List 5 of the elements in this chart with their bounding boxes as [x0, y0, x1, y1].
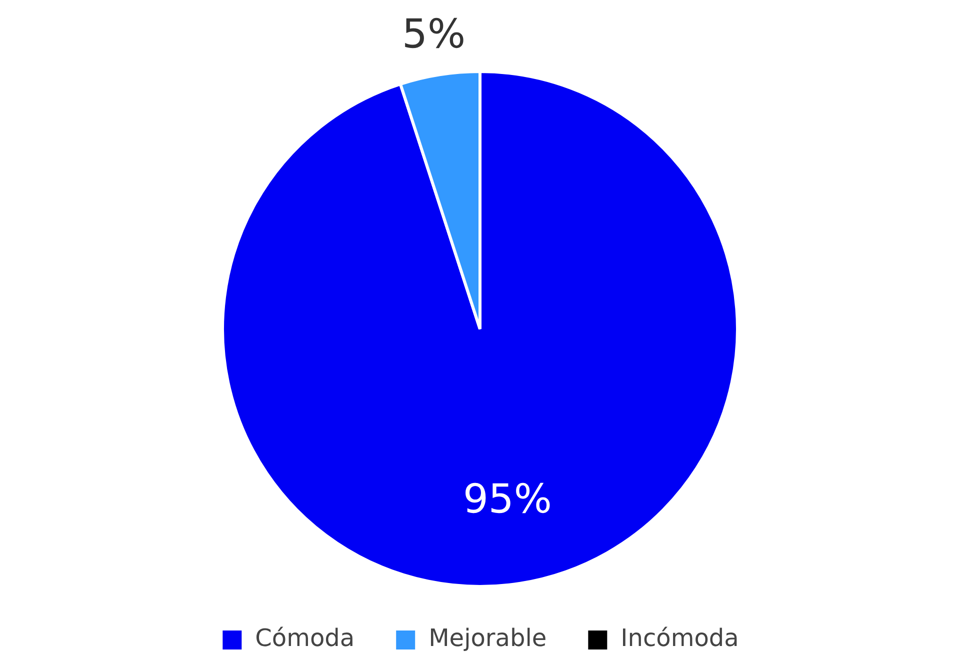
- legend-label: Mejorable: [428, 624, 547, 652]
- data-label: 95%: [462, 476, 552, 522]
- legend-label: Incómoda: [620, 624, 739, 652]
- data-label: 5%: [402, 12, 466, 58]
- legend-label: Cómoda: [255, 624, 355, 652]
